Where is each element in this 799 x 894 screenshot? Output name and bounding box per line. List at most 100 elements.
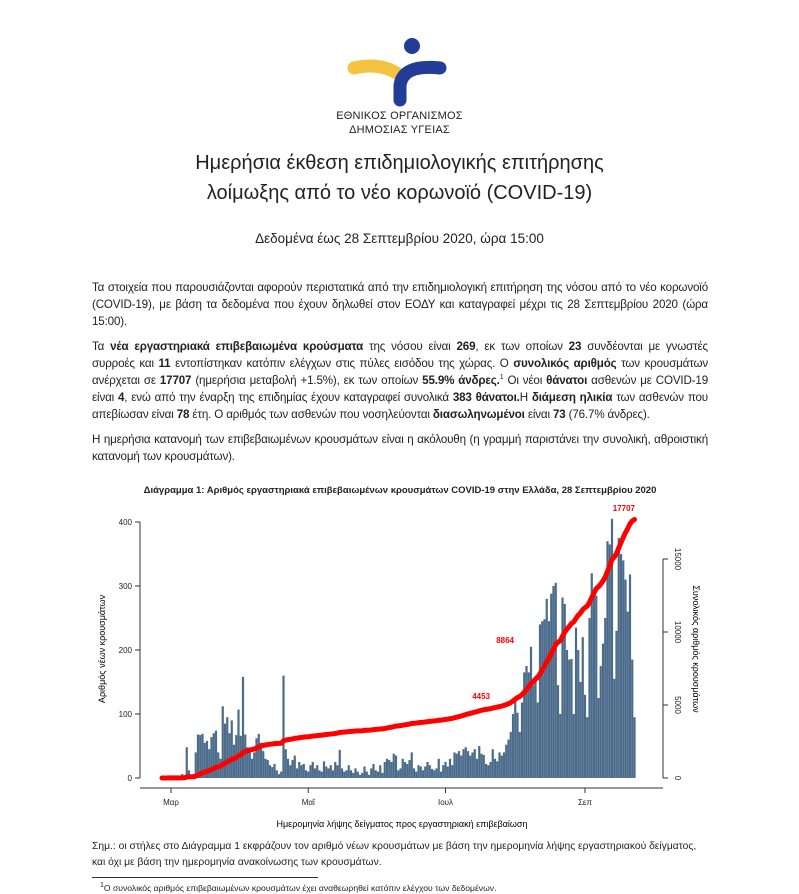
bar xyxy=(383,762,386,778)
bar xyxy=(345,770,348,778)
bar xyxy=(322,761,326,778)
bar xyxy=(507,739,510,778)
bar xyxy=(340,768,344,778)
bar xyxy=(309,765,312,778)
bar xyxy=(480,753,483,778)
bar xyxy=(293,755,296,778)
bar xyxy=(464,747,467,778)
chart-title: Διάγραμμα 1: Αριθμός εργαστηριακά επιβεβ… xyxy=(143,485,657,496)
bar xyxy=(489,762,492,778)
bar xyxy=(248,749,251,778)
bar xyxy=(403,762,407,778)
bar xyxy=(370,768,373,778)
bar xyxy=(478,746,481,778)
bar xyxy=(397,770,400,778)
bar xyxy=(284,749,287,778)
bar xyxy=(604,618,607,778)
bar xyxy=(392,753,395,778)
bar xyxy=(399,768,402,778)
bar xyxy=(491,749,494,778)
bar xyxy=(428,765,431,778)
y-axis-title: Αριθμός νέων κρουσμάτων xyxy=(97,594,107,703)
x-tick-label: Σεπ xyxy=(578,798,593,807)
cumulative-series xyxy=(159,516,637,781)
bar xyxy=(280,771,283,778)
bar xyxy=(237,709,240,778)
y-tick-label: 300 xyxy=(119,582,133,591)
bar xyxy=(435,768,438,778)
bar xyxy=(547,621,551,778)
bar xyxy=(615,630,618,778)
bar xyxy=(493,758,497,778)
bar xyxy=(487,765,490,778)
bar xyxy=(482,754,485,778)
bar xyxy=(412,768,416,778)
cumulative-label: 17707 xyxy=(613,504,636,513)
bar xyxy=(367,774,371,778)
bar xyxy=(311,762,314,778)
bar xyxy=(574,627,578,778)
bar xyxy=(572,714,575,778)
bar xyxy=(471,752,474,778)
bar xyxy=(282,675,285,778)
bar xyxy=(363,766,366,778)
bar xyxy=(277,774,281,778)
bar xyxy=(619,554,623,778)
bar xyxy=(570,658,573,778)
y2-axis-title: Συνολικός αριθμός κρουσμάτων xyxy=(691,585,701,713)
bar xyxy=(624,579,627,778)
bar xyxy=(613,678,616,778)
bar xyxy=(338,749,341,778)
bar xyxy=(439,771,443,778)
bar xyxy=(361,772,364,778)
y2-tick-label: 10000 xyxy=(673,621,682,644)
bar xyxy=(608,544,611,778)
bar xyxy=(268,765,272,778)
bar xyxy=(300,765,303,778)
cases-chart: 0 100 200 300 400 Μαρ Μαΐ Ιουλ Σεπ 0 5000 10000 1500… xyxy=(97,504,701,829)
bar xyxy=(408,760,411,778)
eody-logo xyxy=(347,38,447,107)
bar xyxy=(457,751,461,778)
bar xyxy=(205,740,209,778)
bar xyxy=(525,666,528,778)
bar xyxy=(446,766,449,778)
data-date: Δεδομένα έως 28 Σεπτεμβρίου 2020, ώρα 15… xyxy=(255,231,544,246)
bar xyxy=(336,765,339,778)
bar xyxy=(226,717,229,778)
bar xyxy=(372,763,375,778)
bar xyxy=(500,755,503,778)
bar xyxy=(232,744,236,778)
x-tick-label: Ιουλ xyxy=(438,798,453,807)
bar xyxy=(514,697,517,778)
bar xyxy=(318,770,321,778)
bar xyxy=(622,560,625,778)
bar xyxy=(520,702,524,778)
bar xyxy=(334,762,337,778)
bar xyxy=(577,650,580,778)
bar xyxy=(599,666,602,778)
bar xyxy=(550,593,553,778)
bar xyxy=(498,752,501,778)
bar xyxy=(586,717,589,778)
bar xyxy=(343,771,346,778)
bar xyxy=(349,770,353,778)
bar xyxy=(617,538,620,778)
bar xyxy=(583,694,587,778)
bar xyxy=(241,676,245,778)
bar xyxy=(266,760,269,778)
bar xyxy=(374,770,377,778)
footnote: 1Ο συνολικός αριθμός επιβεβαιωμένων κρου… xyxy=(100,882,497,893)
bar xyxy=(590,573,593,778)
bars xyxy=(160,518,636,778)
bar xyxy=(561,597,564,778)
bar xyxy=(502,752,506,778)
bar xyxy=(509,731,512,778)
bar xyxy=(250,758,254,778)
bar xyxy=(385,758,389,778)
bar xyxy=(199,735,202,778)
bar xyxy=(448,758,452,778)
bar xyxy=(221,706,224,778)
bar xyxy=(424,766,427,778)
bar xyxy=(421,770,425,778)
